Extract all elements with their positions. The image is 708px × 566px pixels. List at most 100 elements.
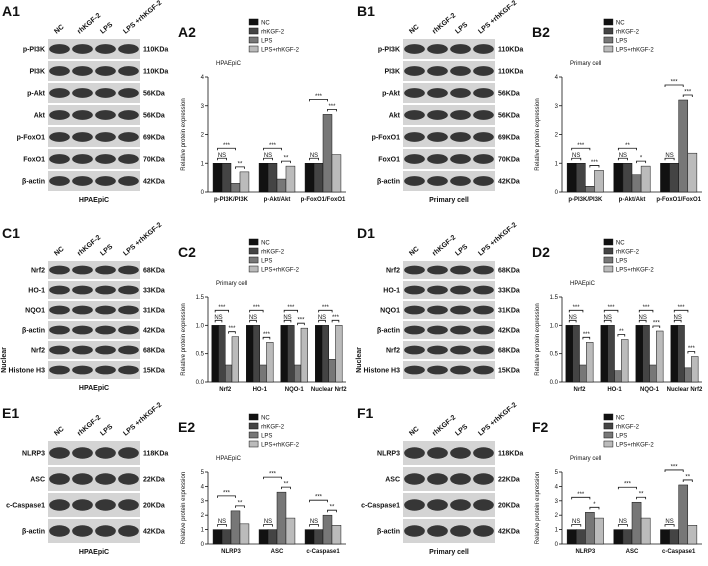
- x-tick-label: NLRP3: [221, 549, 241, 555]
- legend-swatch: [248, 18, 259, 26]
- significance-label: ***: [643, 305, 651, 311]
- blot-strip: [403, 171, 495, 191]
- y-tick-label: 2: [201, 513, 205, 519]
- blot-band: [95, 473, 116, 485]
- blot-band: [72, 176, 93, 186]
- significance-bracket: [318, 309, 333, 313]
- significance-bracket: [318, 319, 326, 323]
- blot-band: [473, 365, 494, 375]
- bar: [656, 330, 664, 383]
- blot-band: [72, 66, 93, 76]
- blot-band: [118, 88, 139, 98]
- x-tick-label: NQO-1: [640, 387, 660, 393]
- lane-label: rhKGF-2: [76, 12, 102, 35]
- significance-label: **: [639, 492, 644, 498]
- legend-swatch: [248, 27, 259, 35]
- y-axis-label: Relative protein expression: [181, 303, 187, 375]
- significance-label: ***: [653, 321, 661, 327]
- bar: [294, 364, 302, 383]
- significance-label: NS: [604, 315, 612, 321]
- lane-label: LPS +rhKGF-2: [122, 401, 163, 437]
- blot-band: [427, 447, 448, 459]
- panel-letter: C1: [2, 225, 20, 241]
- significance-bracket: [664, 157, 675, 161]
- significance-bracket: [617, 157, 628, 161]
- significance-bracket: [309, 98, 328, 102]
- side-label: Nuclear: [356, 347, 363, 373]
- blot-band: [95, 285, 116, 295]
- bar: [622, 163, 633, 193]
- bar: [267, 529, 278, 545]
- significance-label: ***: [583, 332, 591, 338]
- bar: [585, 186, 595, 193]
- bar: [230, 510, 241, 545]
- size-label: 22KDa: [498, 477, 520, 484]
- significance-label: NS: [572, 519, 580, 525]
- legend-swatch: [248, 265, 259, 273]
- y-tick-label: 3: [201, 104, 205, 110]
- blot-band: [49, 88, 70, 98]
- blot-band: [72, 132, 93, 142]
- significance-label: ***: [577, 492, 585, 498]
- bar: [677, 325, 685, 383]
- blot-band: [450, 265, 471, 275]
- blot-band: [72, 88, 93, 98]
- legend-label: LPS+rhKGF-2: [261, 48, 300, 54]
- size-label: 42KDa: [498, 328, 520, 335]
- blot-band: [427, 345, 448, 355]
- blot-band: [72, 325, 93, 335]
- bar: [660, 529, 670, 545]
- significance-bracket: [682, 94, 693, 97]
- x-tick-label: p-PI3K/PI3K: [214, 197, 249, 203]
- blot-band: [72, 473, 93, 485]
- blot-band: [118, 365, 139, 375]
- significance-bracket: [664, 84, 684, 87]
- blot-band: [95, 110, 116, 120]
- blot-band: [72, 285, 93, 295]
- significance-label: NS: [569, 315, 577, 321]
- significance-bracket: [263, 147, 282, 151]
- protein-label: Akt: [34, 113, 46, 120]
- legend-label: NC: [261, 21, 270, 27]
- blot-band: [118, 132, 139, 142]
- significance-bracket: [603, 309, 619, 313]
- chart-title: HPAEpiC: [570, 281, 596, 287]
- significance-label: **: [685, 474, 690, 480]
- blot-band: [118, 473, 139, 485]
- legend-label: NC: [616, 416, 625, 422]
- blot-band: [95, 176, 116, 186]
- bar: [566, 529, 577, 545]
- blot-caption: Primary cell: [429, 197, 469, 204]
- blot-band: [404, 285, 425, 295]
- x-tick-label: c-Caspase1: [662, 549, 696, 555]
- size-label: 118KDa: [143, 451, 168, 458]
- y-tick-label: 1.0: [196, 323, 205, 329]
- blot-strip: [48, 127, 140, 147]
- legend-label: rhKGF-2: [616, 30, 640, 36]
- lane-label: LPS: [454, 423, 469, 437]
- significance-bracket: [568, 309, 584, 313]
- significance-label: ***: [328, 104, 336, 110]
- x-tick-label: ASC: [271, 549, 284, 555]
- blot-band: [95, 525, 116, 537]
- significance-label: *: [640, 156, 643, 162]
- size-label: 56KDa: [143, 113, 165, 120]
- significance-label: NS: [214, 315, 222, 321]
- blot-caption: HPAEpiC: [79, 549, 109, 556]
- bar: [211, 325, 219, 383]
- y-tick-label: 4: [201, 484, 205, 490]
- legend-label: LPS: [261, 434, 272, 440]
- significance-label: *: [593, 502, 596, 508]
- significance-label: ***: [223, 490, 231, 496]
- size-label: 15KDa: [143, 368, 165, 375]
- y-tick-label: 0: [555, 542, 559, 548]
- significance-label: ***: [322, 305, 330, 311]
- blot-strip: [48, 321, 140, 339]
- significance-bracket: [217, 157, 227, 161]
- bar: [259, 364, 267, 383]
- size-label: 110KDa: [498, 69, 523, 76]
- blot-band: [427, 88, 448, 98]
- blot-band: [404, 345, 425, 355]
- y-tick-label: 0.0: [550, 380, 559, 386]
- blot-band: [404, 447, 425, 459]
